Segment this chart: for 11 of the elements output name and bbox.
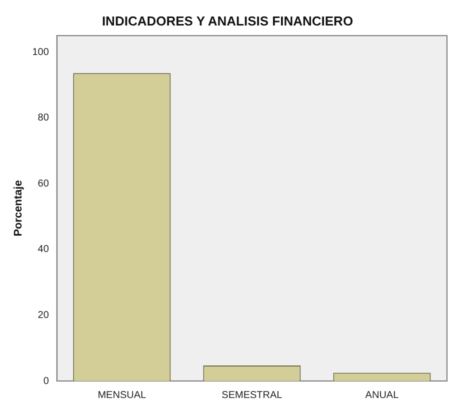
y-tick-label: 100 bbox=[32, 46, 50, 58]
y-tick-label: 40 bbox=[38, 244, 50, 256]
y-tick-label: 0 bbox=[43, 376, 50, 387]
y-tick-label: 20 bbox=[38, 310, 50, 321]
y-tick-label: 80 bbox=[38, 112, 50, 124]
x-tick-label: MENSUAL bbox=[98, 390, 147, 401]
x-tick-label: ANUAL bbox=[365, 390, 400, 401]
chart-title: INDICADORES Y ANALISIS FINANCIERO bbox=[102, 13, 354, 28]
y-axis-title: Porcentaje bbox=[12, 180, 25, 236]
x-tick-label: SEMESTRAL bbox=[222, 390, 283, 401]
y-tick-label: 60 bbox=[38, 178, 50, 190]
